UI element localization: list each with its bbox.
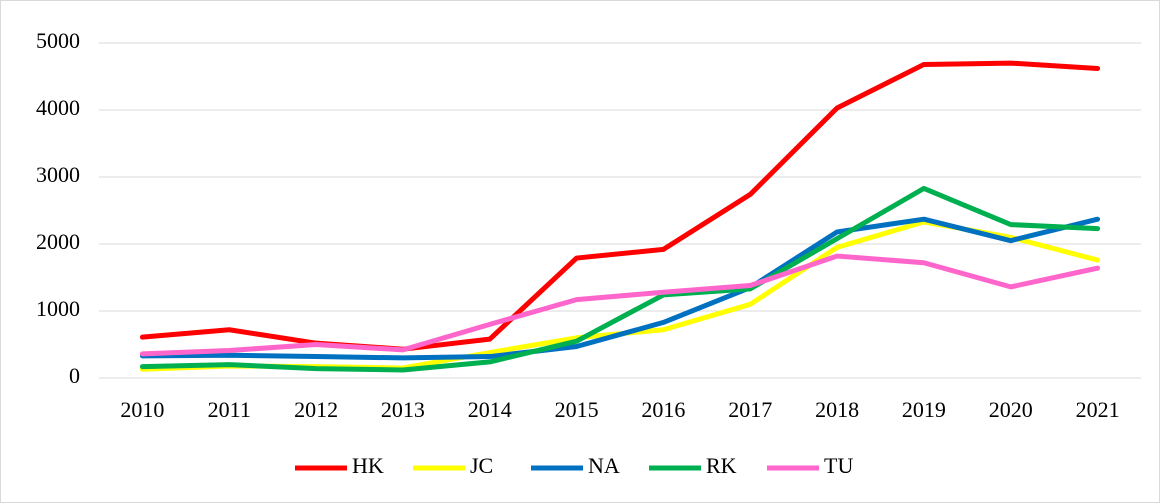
x-tick-label: 2021 <box>1076 397 1120 422</box>
legend-label: RK <box>706 453 737 478</box>
x-tick-label: 2018 <box>815 397 859 422</box>
x-tick-label: 2016 <box>641 397 685 422</box>
series-line <box>139 185 1101 373</box>
x-tick-label: 2020 <box>989 397 1033 422</box>
y-tick-label: 1000 <box>36 296 80 321</box>
series-line <box>139 216 1101 361</box>
x-tick-label: 2010 <box>120 397 164 422</box>
legend-label: TU <box>824 453 853 478</box>
y-tick-label: 3000 <box>36 162 80 187</box>
legend-label: HK <box>352 453 384 478</box>
series-line <box>139 60 1101 352</box>
y-tick-label: 5000 <box>36 28 80 53</box>
legend-label: JC <box>470 453 493 478</box>
series-line <box>139 253 1101 357</box>
y-tick-label: 2000 <box>36 229 80 254</box>
x-tick-label: 2014 <box>468 397 512 422</box>
y-tick-label: 0 <box>69 363 80 388</box>
y-tick-label: 4000 <box>36 95 80 120</box>
x-tick-label: 2017 <box>728 397 772 422</box>
x-tick-label: 2015 <box>555 397 599 422</box>
x-tick-label: 2013 <box>381 397 425 422</box>
x-tick-label: 2019 <box>902 397 946 422</box>
legend-label: NA <box>588 453 620 478</box>
x-tick-label: 2011 <box>208 397 251 422</box>
x-tick-label: 2012 <box>294 397 338 422</box>
